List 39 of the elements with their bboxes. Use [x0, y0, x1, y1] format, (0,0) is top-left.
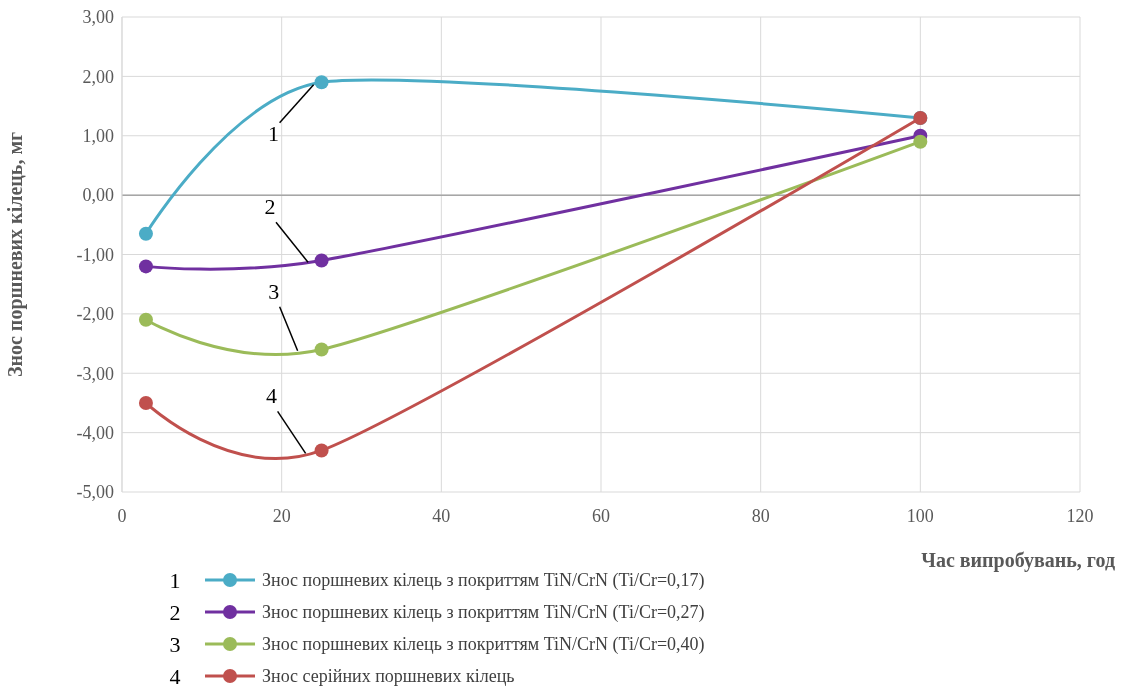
text: 3	[169, 631, 181, 657]
point	[138, 395, 153, 410]
legend-label: Знос поршневих кілець з покриттям TiN/CrN (Ti/Cr=0,40)	[262, 634, 705, 656]
text: 1	[169, 567, 181, 593]
x-tick-label: 0	[117, 506, 127, 526]
point	[314, 253, 329, 268]
point	[314, 342, 329, 357]
y-tick-label: 1,00	[82, 126, 114, 147]
y-tick-label: -5,00	[76, 482, 114, 503]
point	[138, 259, 153, 274]
y-tick-label: 3,00	[82, 7, 114, 28]
x-tick-label: 60	[592, 506, 610, 526]
text: 4	[169, 663, 181, 686]
x-tick-label: 40	[432, 506, 451, 526]
x-tick-label: 120	[1066, 506, 1094, 526]
y-tick-label: -3,00	[76, 363, 114, 384]
y-axis-title: Знос поршневих кілець, мг	[4, 131, 27, 378]
y-tick-label: 0,00	[82, 185, 114, 206]
point	[314, 443, 329, 458]
y-tick-label: -1,00	[76, 244, 114, 265]
x-tick-label: 80	[751, 506, 770, 526]
annotation: 2	[264, 194, 276, 220]
annotation: 4	[266, 383, 278, 409]
point	[138, 226, 153, 241]
legend-label: Знос поршневих кілець з покриттям TiN/CrN (Ti/Cr=0,17)	[262, 570, 705, 592]
annotation: 3	[268, 278, 280, 304]
y-tick-label: 2,00	[82, 66, 114, 87]
text: 2	[169, 599, 181, 625]
y-tick-label: -4,00	[76, 422, 114, 443]
x-axis-title: Час випробувань, год	[921, 549, 1115, 572]
point	[314, 75, 329, 90]
legend-label: Знос поршневих кілець з покриттям TiN/CrN (Ti/Cr=0,27)	[262, 602, 705, 624]
x-tick-label: 100	[906, 506, 934, 526]
y-tick-label: -2,00	[76, 304, 114, 325]
legend-label: Знос серійних поршневих кілець	[262, 666, 515, 686]
point	[138, 312, 153, 327]
annotation: 1	[268, 121, 280, 147]
point	[913, 134, 928, 149]
x-tick-label: 20	[272, 506, 291, 526]
